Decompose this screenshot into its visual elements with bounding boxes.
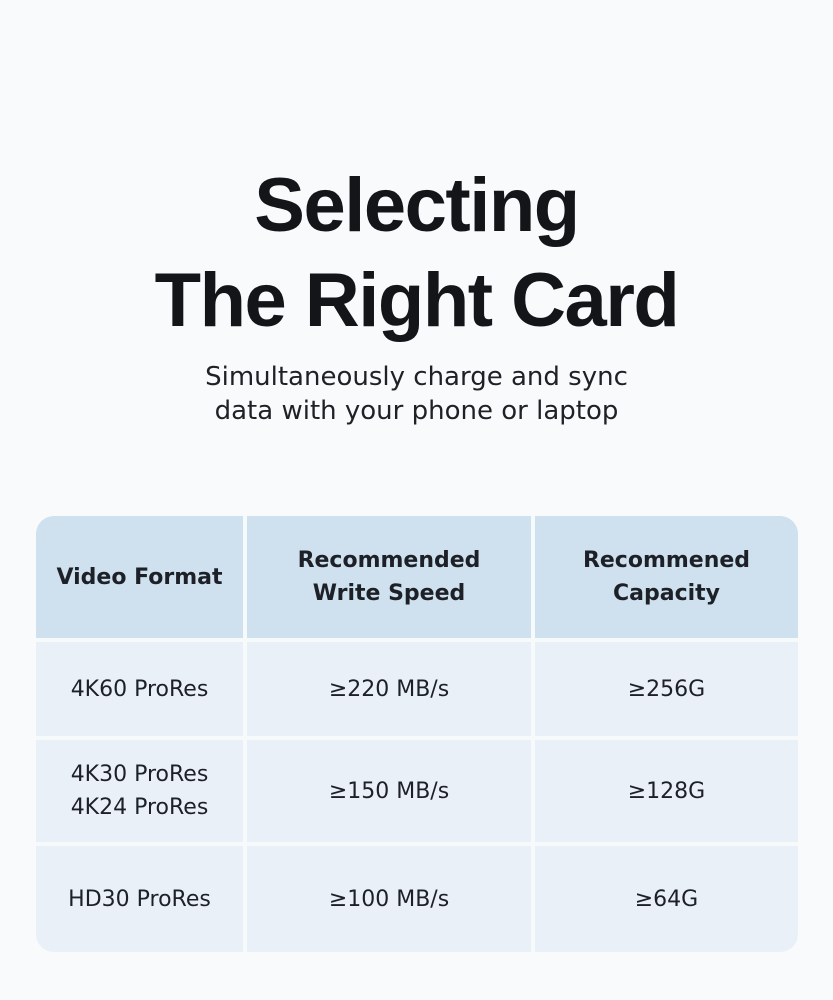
column-header-label: Capacity xyxy=(612,581,721,606)
column-header-capacity: Recommened Capacity xyxy=(535,516,798,638)
write-speed-value: ≥220 MB/s xyxy=(328,676,450,702)
column-header-video-format: Video Format xyxy=(36,516,243,638)
page-subtitle-line1: Simultaneously charge and sync xyxy=(205,362,628,392)
column-header-label: Recommended xyxy=(297,548,481,573)
page-title-line2: The Right Card xyxy=(154,258,680,343)
table-cell-format-row2: 4K30 ProRes 4K24 ProRes xyxy=(36,740,243,842)
column-header-write-speed: Recommended Write Speed xyxy=(247,516,531,638)
page-title: Selecting The Right Card xyxy=(0,158,833,348)
column-header-label: Video Format xyxy=(56,564,223,590)
table-cell-capacity-row2: ≥128G xyxy=(535,740,798,842)
table-cell-capacity-row1: ≥256G xyxy=(535,642,798,736)
table-cell-format-row3: HD30 ProRes xyxy=(36,846,243,952)
capacity-value: ≥64G xyxy=(634,886,699,912)
write-speed-value: ≥100 MB/s xyxy=(328,886,450,912)
video-format-value: 4K30 ProRes xyxy=(70,762,209,787)
column-header-label: Write Speed xyxy=(312,581,466,606)
page-subtitle: Simultaneously charge and sync data with… xyxy=(0,360,833,428)
table-cell-format-row1: 4K60 ProRes xyxy=(36,642,243,736)
video-format-value: 4K60 ProRes xyxy=(70,676,209,702)
capacity-value: ≥128G xyxy=(627,778,706,804)
table-cell-write-speed-row1: ≥220 MB/s xyxy=(247,642,531,736)
column-header-label: Recommened xyxy=(582,548,751,573)
table-cell-write-speed-row3: ≥100 MB/s xyxy=(247,846,531,952)
page-subtitle-line2: data with your phone or laptop xyxy=(214,396,619,426)
promo-page: Selecting The Right Card Simultaneously … xyxy=(0,158,833,1000)
write-speed-value: ≥150 MB/s xyxy=(328,778,450,804)
spec-table: Video Format Recommended Write Speed Rec… xyxy=(36,516,798,952)
table-cell-capacity-row3: ≥64G xyxy=(535,846,798,952)
page-title-line1: Selecting xyxy=(254,163,580,248)
capacity-value: ≥256G xyxy=(627,676,706,702)
table-cell-write-speed-row2: ≥150 MB/s xyxy=(247,740,531,842)
video-format-value: HD30 ProRes xyxy=(68,886,211,912)
video-format-value: 4K24 ProRes xyxy=(70,795,209,820)
